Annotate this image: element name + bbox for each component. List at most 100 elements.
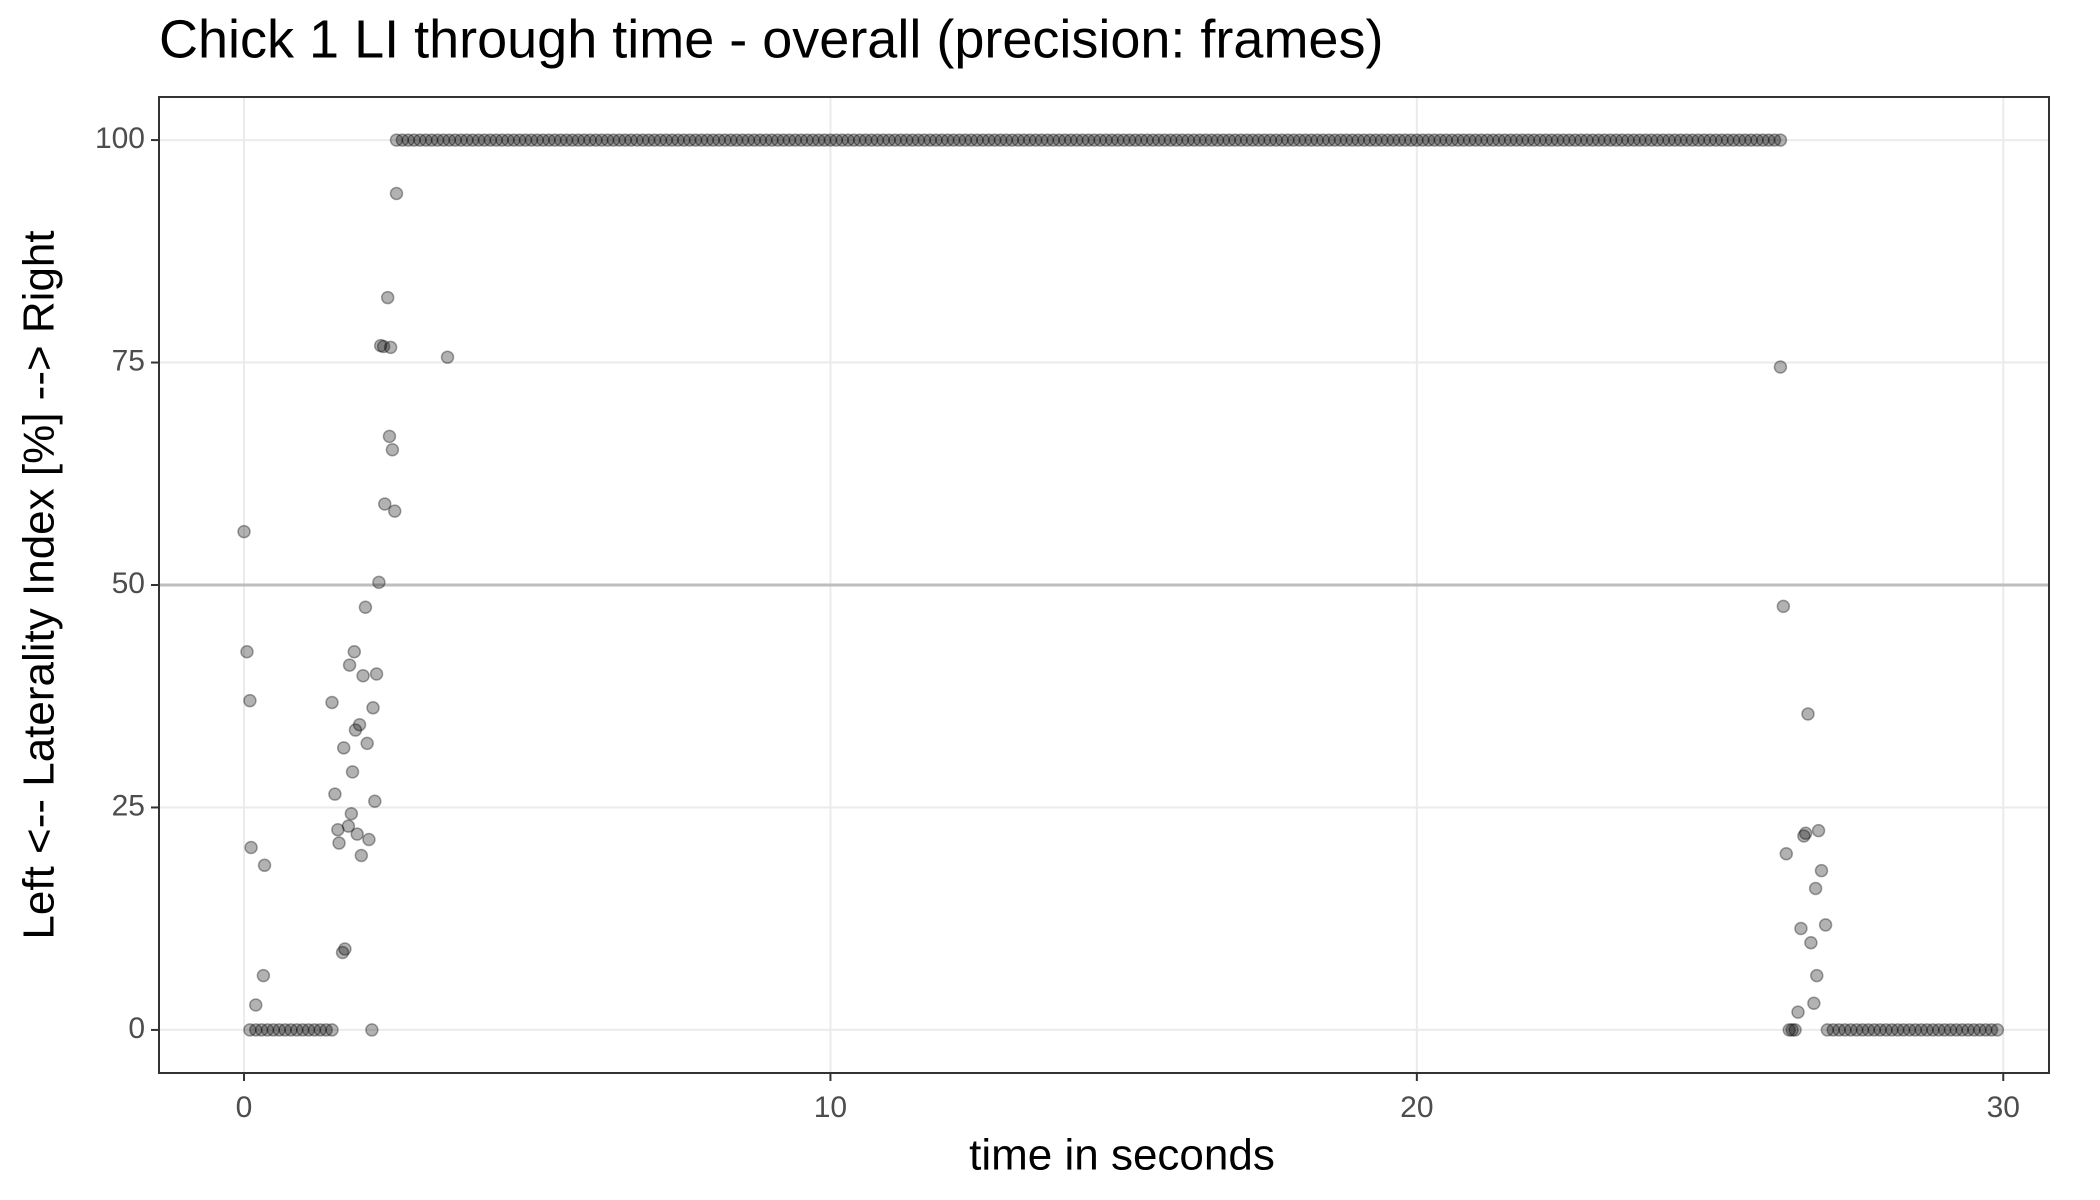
- point: [295, 1023, 310, 1037]
- point: [1298, 133, 1313, 147]
- x-tick-label: 10: [814, 1091, 847, 1124]
- point: [1844, 1023, 1858, 1037]
- point: [700, 133, 715, 147]
- point: [624, 133, 638, 147]
- point: [1855, 1023, 1870, 1037]
- point: [606, 133, 621, 147]
- point: [1785, 1023, 1799, 1037]
- point: [1515, 133, 1530, 147]
- point: [512, 133, 527, 147]
- point: [501, 133, 515, 147]
- point: [1410, 133, 1424, 147]
- point: [507, 133, 521, 147]
- point: [1363, 133, 1377, 147]
- point: [1492, 133, 1506, 147]
- point: [1445, 133, 1459, 147]
- point: [1521, 133, 1536, 147]
- point: [477, 133, 492, 147]
- point: [594, 133, 609, 147]
- point: [1920, 1023, 1934, 1037]
- point: [735, 133, 750, 147]
- point: [1157, 133, 1172, 147]
- point: [1011, 133, 1025, 147]
- point: [1023, 133, 1037, 147]
- point: [1668, 133, 1682, 147]
- point: [1427, 133, 1442, 147]
- point: [301, 1023, 316, 1037]
- point: [524, 133, 539, 147]
- point: [1480, 133, 1494, 147]
- point: [641, 133, 656, 147]
- point: [829, 133, 844, 147]
- point: [1281, 133, 1295, 147]
- point: [905, 133, 920, 147]
- point: [765, 133, 779, 147]
- y-tick-label: 75: [112, 344, 145, 377]
- point: [682, 133, 697, 147]
- point: [1597, 133, 1612, 147]
- point: [688, 133, 703, 147]
- point: [1228, 133, 1242, 147]
- point: [970, 133, 984, 147]
- point: [460, 133, 474, 147]
- point: [935, 133, 949, 147]
- point: [1181, 133, 1195, 147]
- point: [1005, 133, 1019, 147]
- point: [358, 600, 373, 614]
- point: [1146, 133, 1160, 147]
- point: [1263, 133, 1277, 147]
- point: [811, 133, 826, 147]
- point: [940, 133, 955, 147]
- point: [823, 133, 838, 147]
- point: [1609, 133, 1623, 147]
- point: [1703, 133, 1717, 147]
- point: [1810, 968, 1824, 983]
- point: [858, 133, 873, 147]
- point: [284, 1023, 298, 1037]
- point: [307, 1023, 322, 1037]
- point: [1345, 133, 1360, 147]
- point: [923, 133, 937, 147]
- point: [1961, 1023, 1975, 1037]
- point: [440, 350, 455, 364]
- point: [442, 133, 457, 147]
- point: [1586, 133, 1600, 147]
- point: [1832, 1023, 1846, 1037]
- point: [1984, 1023, 1999, 1037]
- point: [1926, 1023, 1940, 1037]
- x-axis-title: time in seconds: [969, 1131, 1275, 1180]
- point: [360, 736, 374, 751]
- point: [1744, 133, 1758, 147]
- point: [1392, 133, 1407, 147]
- point: [1451, 133, 1465, 147]
- point: [1533, 133, 1547, 147]
- point: [952, 133, 967, 147]
- point: [1826, 1023, 1840, 1037]
- point: [354, 848, 369, 863]
- point: [794, 133, 808, 147]
- point: [1808, 881, 1823, 896]
- point: [1380, 133, 1395, 147]
- point: [1421, 133, 1436, 147]
- point: [659, 133, 673, 147]
- point: [1779, 846, 1794, 861]
- point: [1801, 707, 1815, 721]
- x-tick-label: 0: [236, 1091, 253, 1124]
- x-tick-label: 30: [1987, 1091, 2020, 1124]
- y-tick-label: 25: [112, 789, 145, 822]
- point: [571, 133, 586, 147]
- point: [653, 133, 668, 147]
- point: [1474, 133, 1489, 147]
- point: [1544, 133, 1559, 147]
- point: [847, 133, 861, 147]
- point: [542, 133, 556, 147]
- point: [1269, 133, 1283, 147]
- point: [1245, 133, 1260, 147]
- point: [1304, 133, 1319, 147]
- point: [1415, 133, 1430, 147]
- point: [1087, 133, 1102, 147]
- point: [630, 133, 644, 147]
- point: [1943, 1023, 1958, 1037]
- point: [1052, 133, 1066, 147]
